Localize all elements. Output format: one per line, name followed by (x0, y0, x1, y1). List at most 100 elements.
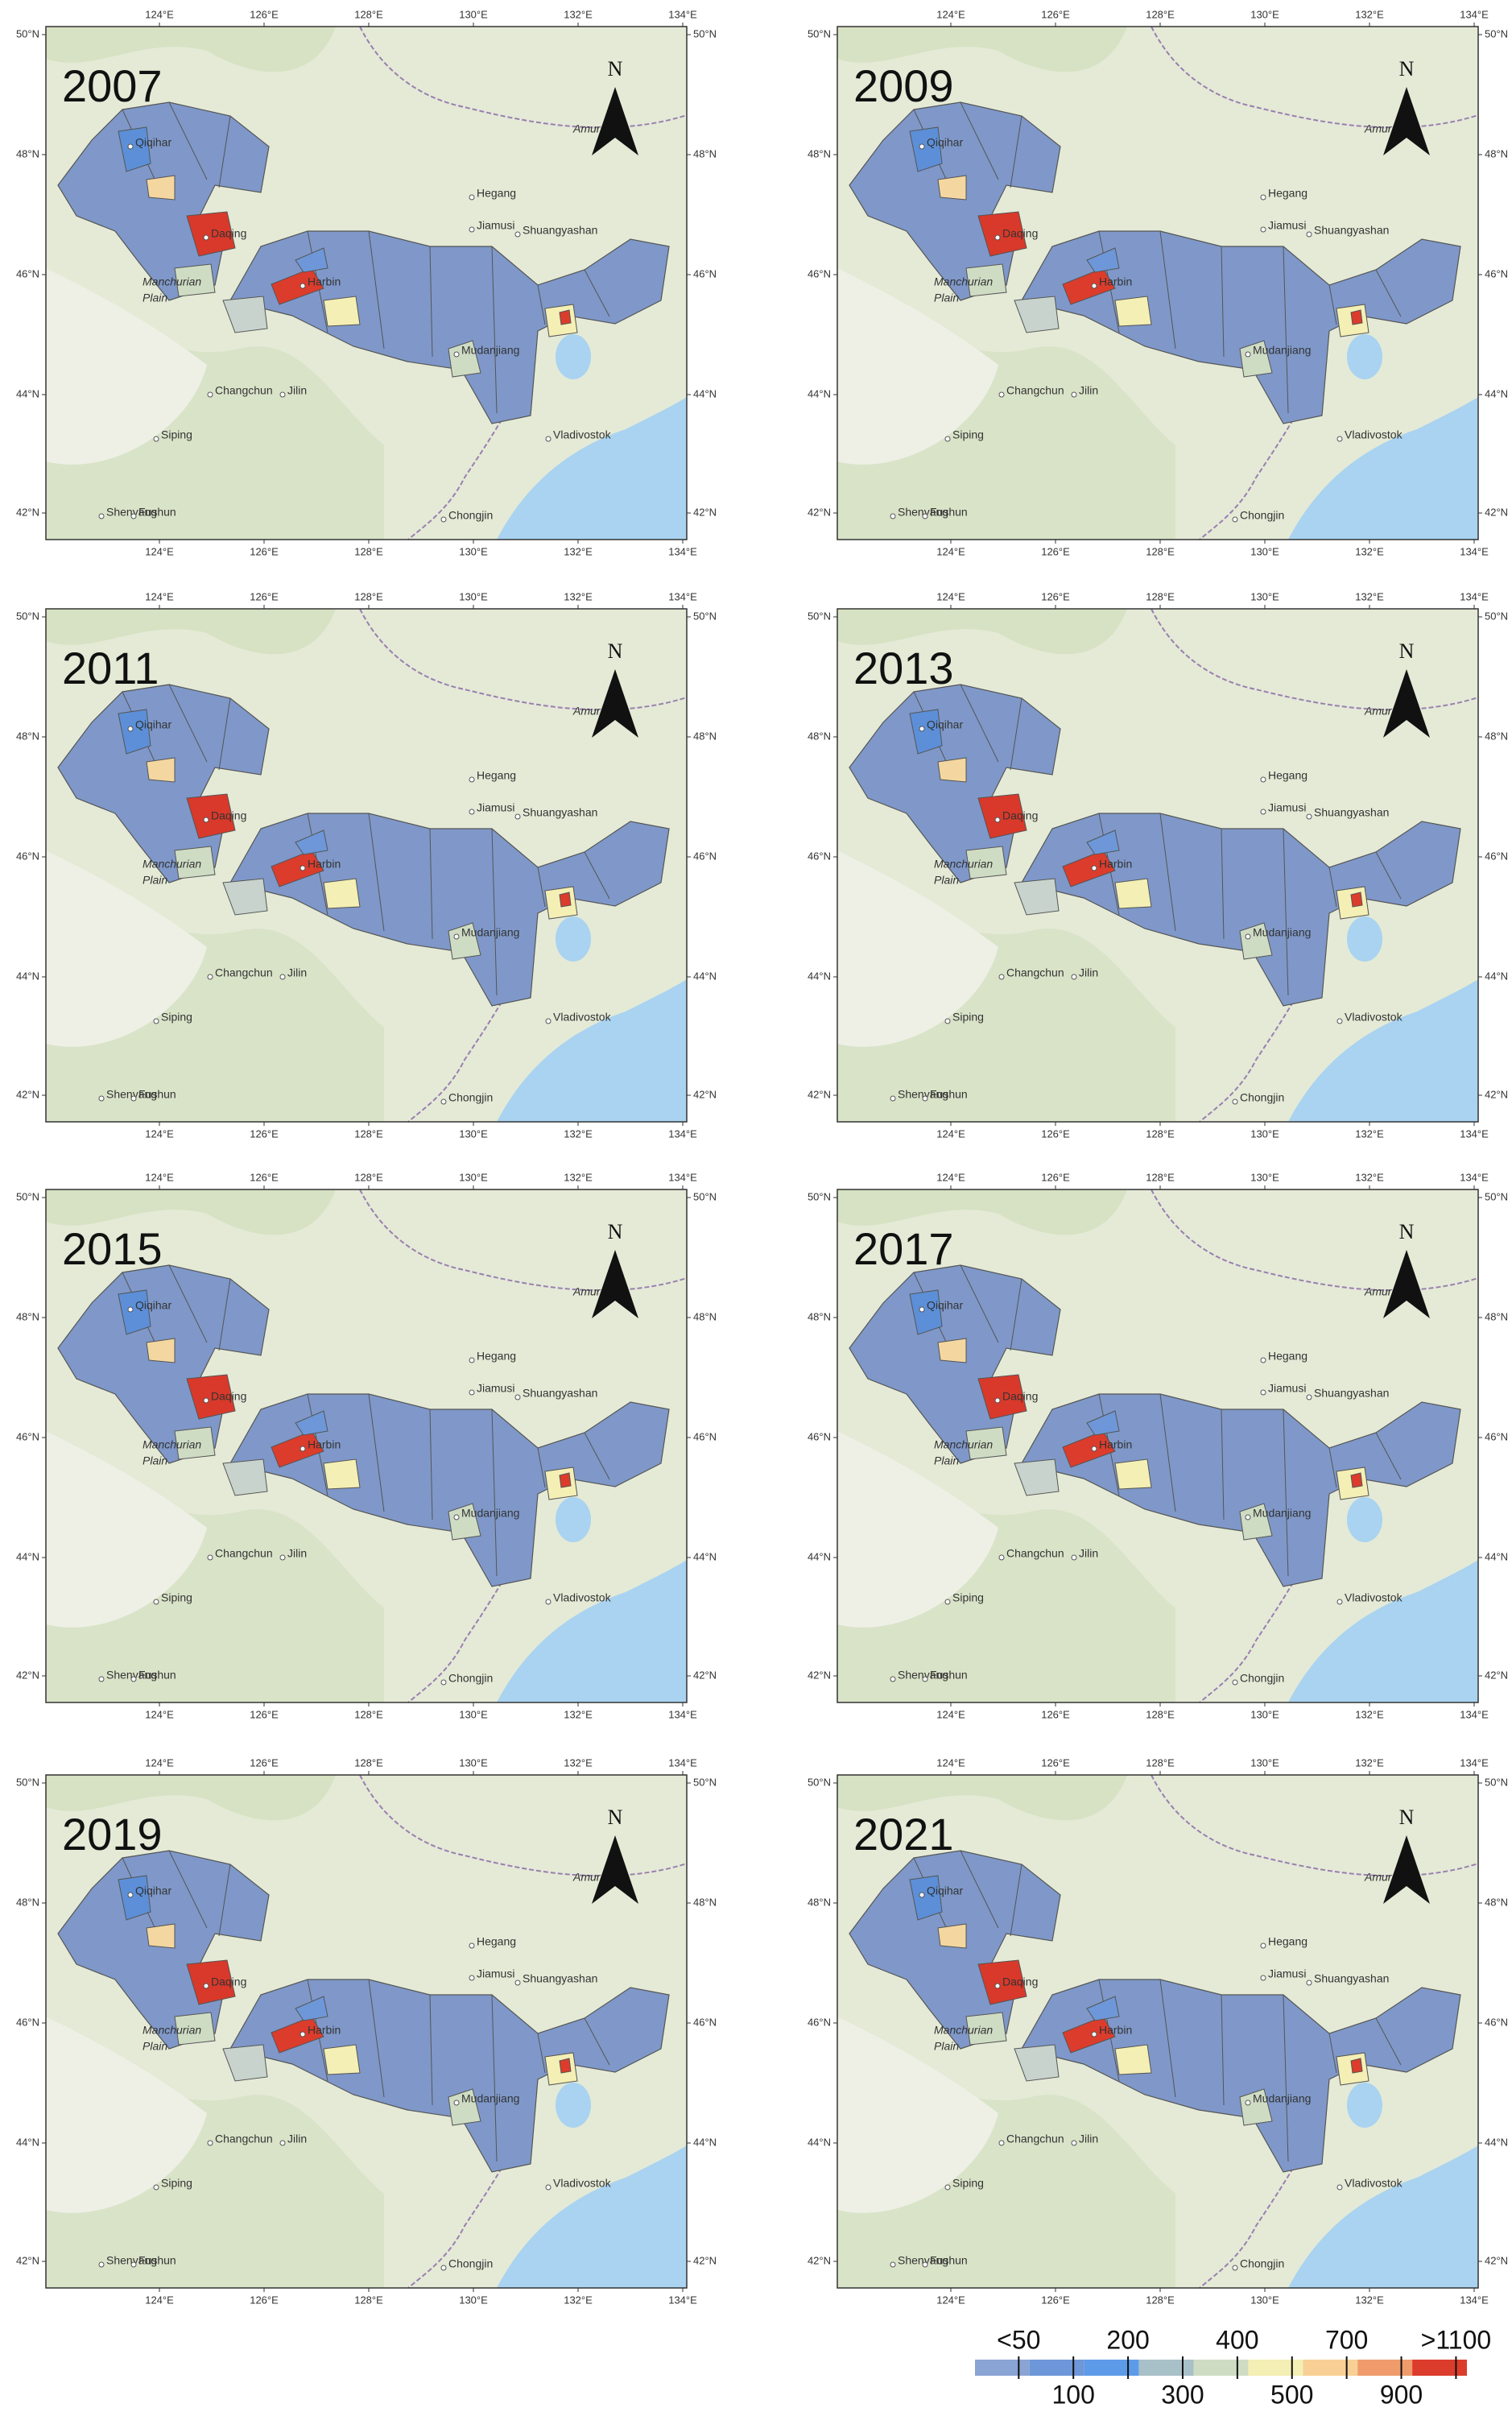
lat-tick-label: 46°N (693, 267, 717, 279)
place-marker (1260, 1975, 1266, 1981)
lat-tick-label: 48°N (16, 1310, 39, 1322)
lat-tick-label: 46°N (808, 1430, 831, 1442)
district (174, 1426, 216, 1460)
place-label: Shuangyashan (1314, 1387, 1389, 1400)
place-label: Qiqihar (927, 136, 963, 149)
place-marker (130, 1095, 137, 1102)
place-marker (1245, 351, 1251, 358)
lon-tick-label: 132°E (564, 1171, 593, 1183)
place-label: Plain (143, 1454, 167, 1467)
north-label: N (608, 1220, 623, 1243)
lon-tick-label: 128°E (354, 1127, 383, 1140)
lat-tick-label: 48°N (1485, 1310, 1508, 1322)
lon-tick-label: 126°E (250, 1756, 279, 1769)
place-marker (1336, 1018, 1343, 1024)
place-label: Mudanjiang (461, 926, 519, 939)
place-label: Vladivostok (1345, 1591, 1403, 1604)
place-label: Amur (1364, 1871, 1393, 1884)
lat-tick-label: 42°N (16, 2254, 39, 2266)
lat-tick-label: 44°N (1485, 2136, 1508, 2148)
place-marker (153, 436, 159, 442)
lon-tick-label: 126°E (1041, 8, 1070, 20)
year-label: 2017 (853, 1223, 954, 1274)
district (937, 1338, 967, 1363)
lon-tick-label: 128°E (1146, 1127, 1175, 1140)
legend-swatch (1084, 2360, 1139, 2376)
lon-tick-label: 134°E (668, 1708, 697, 1720)
lat-tick-label: 50°N (1485, 27, 1508, 39)
district (977, 211, 1027, 257)
lat-tick-label: 42°N (693, 506, 717, 518)
north-label: N (1399, 57, 1415, 81)
place-label: Amur (572, 705, 601, 718)
place-label: Hegang (1268, 187, 1308, 200)
place-marker (514, 1394, 521, 1400)
lake (556, 916, 591, 962)
terrain (46, 27, 336, 72)
district (937, 175, 967, 201)
place-marker (919, 726, 925, 732)
place-label: Manchurian (143, 275, 201, 288)
map-frame (45, 26, 688, 540)
lat-tick-label: 48°N (1485, 730, 1508, 742)
legend-label: 300 (1161, 2380, 1204, 2409)
place-label: Siping (161, 2177, 192, 2190)
lon-tick-label: 130°E (1250, 1708, 1279, 1720)
lon-tick-label: 130°E (459, 1127, 488, 1140)
legend-label: 500 (1270, 2380, 1313, 2409)
lon-tick-label: 130°E (459, 8, 488, 20)
lon-tick-label: 124°E (145, 545, 174, 557)
lon-tick-label: 132°E (564, 1127, 593, 1140)
place-marker (440, 2265, 447, 2271)
lat-tick-label: 44°N (693, 1550, 717, 1562)
lat-tick-label: 48°N (693, 1896, 717, 1908)
north-arrow (592, 1250, 638, 1318)
district (559, 2058, 572, 2074)
lat-tick-label: 46°N (808, 850, 831, 862)
district (559, 309, 572, 325)
legend-swatch (1029, 2360, 1084, 2376)
district (559, 1472, 572, 1488)
place-marker (1306, 1980, 1312, 1986)
place-label: Daqing (1002, 1390, 1038, 1403)
place-label: Changchun (1006, 2133, 1064, 2145)
place-marker (1260, 194, 1266, 201)
place-label: Jilin (287, 2133, 307, 2145)
lat-tick-label: 42°N (693, 1669, 717, 1681)
place-marker (453, 351, 460, 358)
place-marker (203, 1397, 209, 1404)
north-arrow (1383, 87, 1430, 155)
place-label: Shuangyashan (523, 806, 597, 819)
place-marker (514, 813, 521, 820)
district (937, 757, 967, 783)
place-label: Chongjin (1240, 1672, 1284, 1685)
place-label: Plain (143, 2040, 167, 2053)
place-label: Vladivostok (553, 1011, 612, 1024)
lat-tick-label: 42°N (1485, 506, 1508, 518)
place-marker (153, 1018, 159, 1024)
lat-tick-label: 44°N (808, 2136, 831, 2148)
lon-tick-label: 134°E (1460, 1708, 1489, 1720)
lon-tick-label: 128°E (1146, 1708, 1175, 1720)
map-frame (45, 608, 688, 1123)
place-label: Daqing (211, 1390, 246, 1403)
district (222, 878, 268, 916)
place-label: Manchurian (143, 1438, 201, 1451)
place-marker (453, 1514, 460, 1520)
lon-tick-label: 130°E (459, 1756, 488, 1769)
place-label: Amur (1364, 1285, 1393, 1298)
place-marker (279, 974, 286, 980)
district (323, 2044, 361, 2075)
legend-swatch (1303, 2360, 1358, 2376)
place-label: Manchurian (934, 1438, 993, 1451)
district (271, 1430, 324, 1468)
lon-tick-label: 126°E (250, 8, 279, 20)
district (1086, 1996, 1120, 2021)
lat-tick-label: 42°N (693, 1088, 717, 1100)
place-marker (514, 1980, 521, 1986)
lon-tick-label: 128°E (354, 590, 383, 602)
place-label: Jilin (1079, 384, 1098, 397)
place-marker (440, 1679, 447, 1686)
place-label: Daqing (211, 1975, 246, 1988)
